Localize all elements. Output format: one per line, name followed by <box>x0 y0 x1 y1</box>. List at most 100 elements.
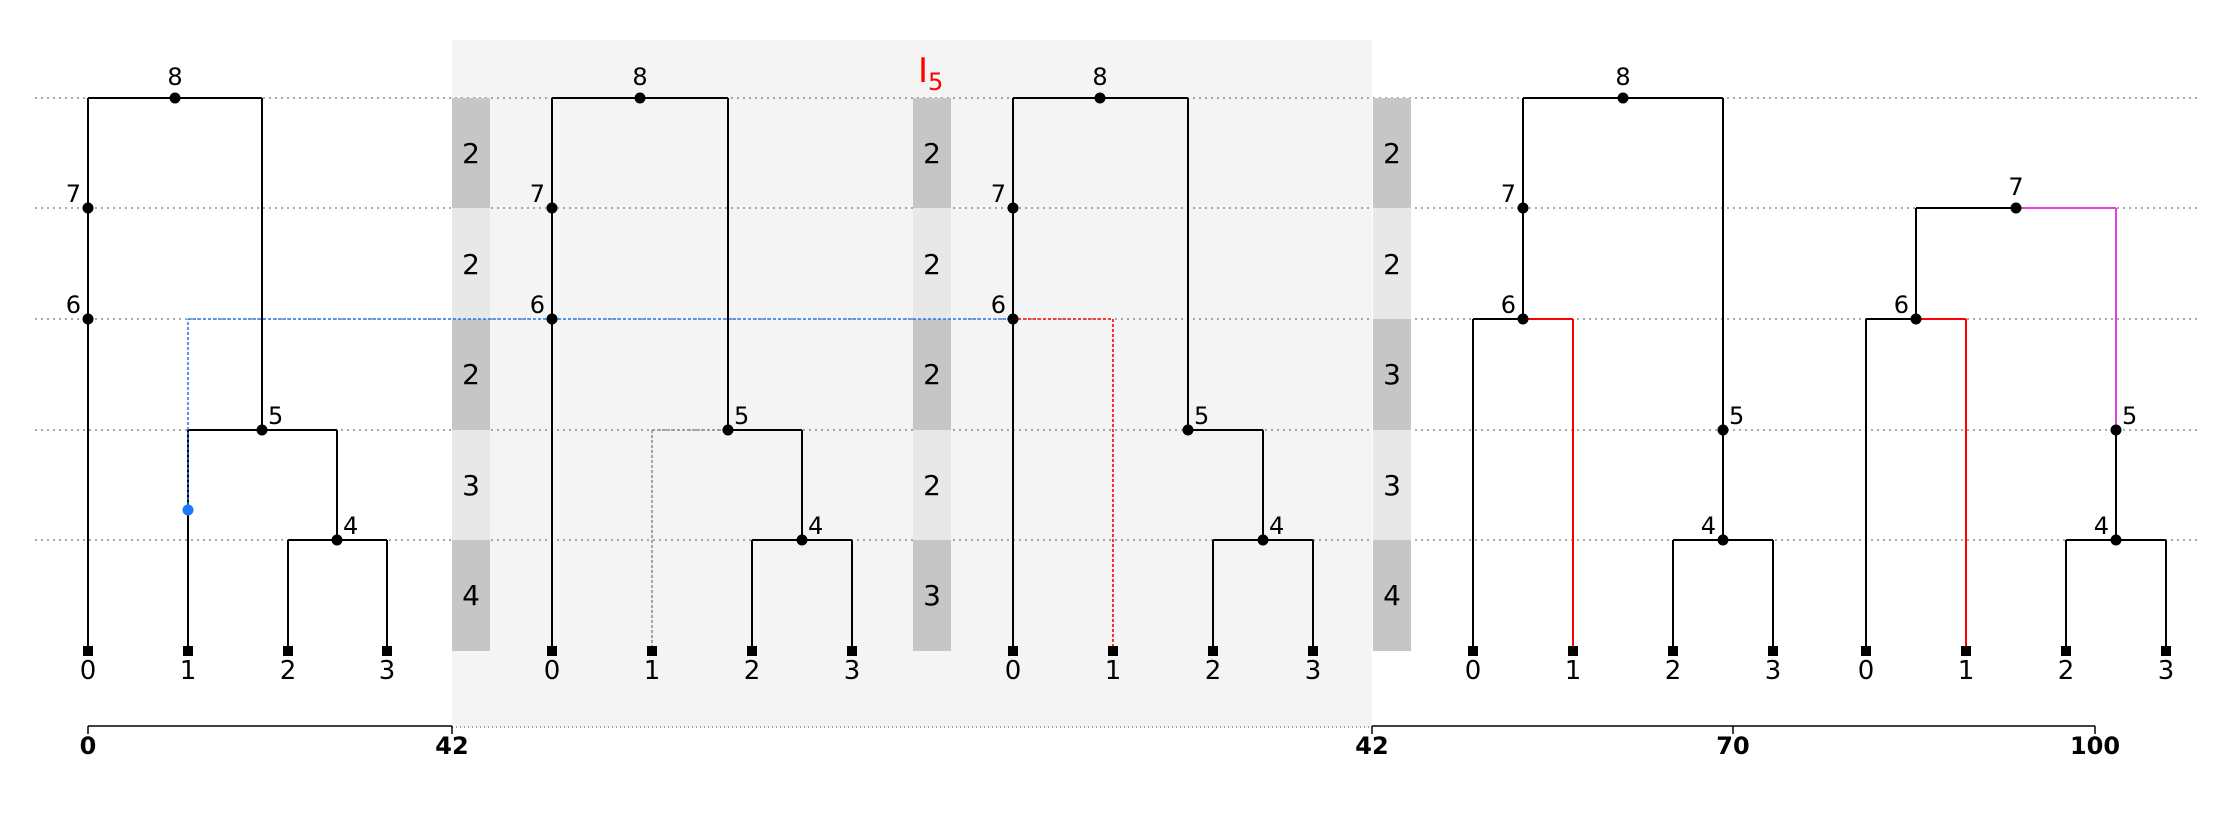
bar-column-3: 2 2 3 3 4 <box>1373 98 1411 651</box>
reattached-edge <box>1013 318 1114 651</box>
leaf-label-1: 1 <box>644 656 661 686</box>
node-7 <box>1517 202 1529 214</box>
bar-value: 2 <box>923 137 941 170</box>
bar-value: 2 <box>923 248 941 281</box>
bar-value: 2 <box>462 248 480 281</box>
leaf-3 <box>1768 646 1778 656</box>
node-label-7: 7 <box>530 180 545 208</box>
node-4 <box>1717 534 1729 546</box>
bar-segment <box>913 98 951 208</box>
axis-tick-label: 42 <box>1355 732 1388 760</box>
node-label-5: 5 <box>268 402 283 430</box>
leaf-label-3: 3 <box>844 656 861 686</box>
bar-segment <box>452 208 490 319</box>
bar-segment <box>452 430 490 540</box>
bar-value: 2 <box>1383 248 1401 281</box>
leaf-label-2: 2 <box>1665 656 1682 686</box>
leaf-0 <box>1468 646 1478 656</box>
node-5 <box>256 424 268 436</box>
leaf-2 <box>1668 646 1678 656</box>
node-label-4: 4 <box>2094 512 2109 540</box>
leaf-label-1: 1 <box>1958 656 1975 686</box>
axis-tick-label: 0 <box>80 732 97 760</box>
bar-value: 2 <box>462 358 480 391</box>
leaf-label-2: 2 <box>1205 656 1222 686</box>
bar-segment <box>1373 98 1411 208</box>
node-4 <box>796 534 808 546</box>
node-label-7: 7 <box>2008 173 2023 201</box>
leaf-0 <box>83 646 93 656</box>
tree-nodes <box>1861 202 2171 656</box>
leaf-2 <box>747 646 757 656</box>
node-5 <box>1182 424 1194 436</box>
leaf-labels: 0 1 2 3 <box>1005 656 1322 686</box>
bar-value: 2 <box>923 469 941 502</box>
detached-edge <box>651 429 728 651</box>
bar-segment <box>1373 540 1411 651</box>
node-label-6: 6 <box>66 291 81 319</box>
node-8 <box>634 92 646 104</box>
tree-edges <box>1472 97 1774 651</box>
leaf-label-1: 1 <box>1565 656 1582 686</box>
node-7 <box>2010 202 2022 214</box>
leaf-labels: 0 1 2 3 <box>1858 656 2175 686</box>
bar-column-2: 2 2 2 2 3 <box>913 98 951 651</box>
leaf-labels: 0 1 2 3 <box>80 656 396 686</box>
recombination-point <box>182 504 194 516</box>
bar-value: 2 <box>1383 137 1401 170</box>
recombination-path <box>187 318 1010 510</box>
bar-segment <box>913 319 951 430</box>
leaf-label-3: 3 <box>1305 656 1322 686</box>
node-8 <box>169 92 181 104</box>
leaf-label-0: 0 <box>1858 656 1875 686</box>
node-6 <box>82 313 94 325</box>
leaf-label-0: 0 <box>544 656 561 686</box>
axis-tick-label: 70 <box>1716 732 1749 760</box>
bar-value: 2 <box>923 358 941 391</box>
tree-edges <box>551 97 853 651</box>
node-8 <box>1617 92 1629 104</box>
leaf-labels: 0 1 2 3 <box>1465 656 1782 686</box>
leaf-1 <box>647 646 657 656</box>
tree-edges <box>1865 207 2167 651</box>
leaf-label-2: 2 <box>2058 656 2075 686</box>
leaf-label-3: 3 <box>379 656 396 686</box>
tree-5: 7 6 5 4 0 1 2 3 <box>1858 173 2175 686</box>
leaf-1 <box>1568 646 1578 656</box>
node-label-8: 8 <box>1615 63 1630 91</box>
highlighted-interval <box>452 40 1372 728</box>
node-labels: 8 7 6 5 4 <box>66 63 359 540</box>
bar-segment <box>913 430 951 540</box>
bar-value: 3 <box>923 579 941 612</box>
interval-subscript: 5 <box>928 68 943 96</box>
genome-axis: 0 42 42 70 100 <box>80 725 2120 760</box>
node-7 <box>1007 202 1019 214</box>
node-label-6: 6 <box>991 291 1006 319</box>
node-label-4: 4 <box>343 512 358 540</box>
leaf-2 <box>2061 646 2071 656</box>
node-labels: 8 7 6 5 4 <box>1501 63 1745 540</box>
node-5 <box>1717 424 1729 436</box>
bar-value: 4 <box>462 579 480 612</box>
node-6 <box>1517 313 1529 325</box>
axis-tick-label: 100 <box>2070 732 2120 760</box>
leaf-3 <box>1308 646 1318 656</box>
node-labels: 8 7 6 5 4 <box>530 63 824 540</box>
node-7 <box>82 202 94 214</box>
node-label-7: 7 <box>66 180 81 208</box>
leaf-label-1: 1 <box>1105 656 1122 686</box>
leaf-1 <box>1961 646 1971 656</box>
node-label-5: 5 <box>2122 402 2137 430</box>
tree-4: 8 7 6 5 4 0 1 2 3 <box>1465 63 1782 686</box>
node-label-6: 6 <box>1894 291 1909 319</box>
tree-nodes <box>546 92 857 656</box>
bar-segment <box>452 319 490 430</box>
bar-value: 3 <box>462 469 480 502</box>
leaf-label-3: 3 <box>2158 656 2175 686</box>
node-label-4: 4 <box>1269 512 1284 540</box>
node-labels: 8 7 6 5 4 <box>991 63 1285 540</box>
magenta-edge <box>2016 207 2117 430</box>
node-label-4: 4 <box>808 512 823 540</box>
bar-value: 3 <box>1383 469 1401 502</box>
node-label-7: 7 <box>991 180 1006 208</box>
